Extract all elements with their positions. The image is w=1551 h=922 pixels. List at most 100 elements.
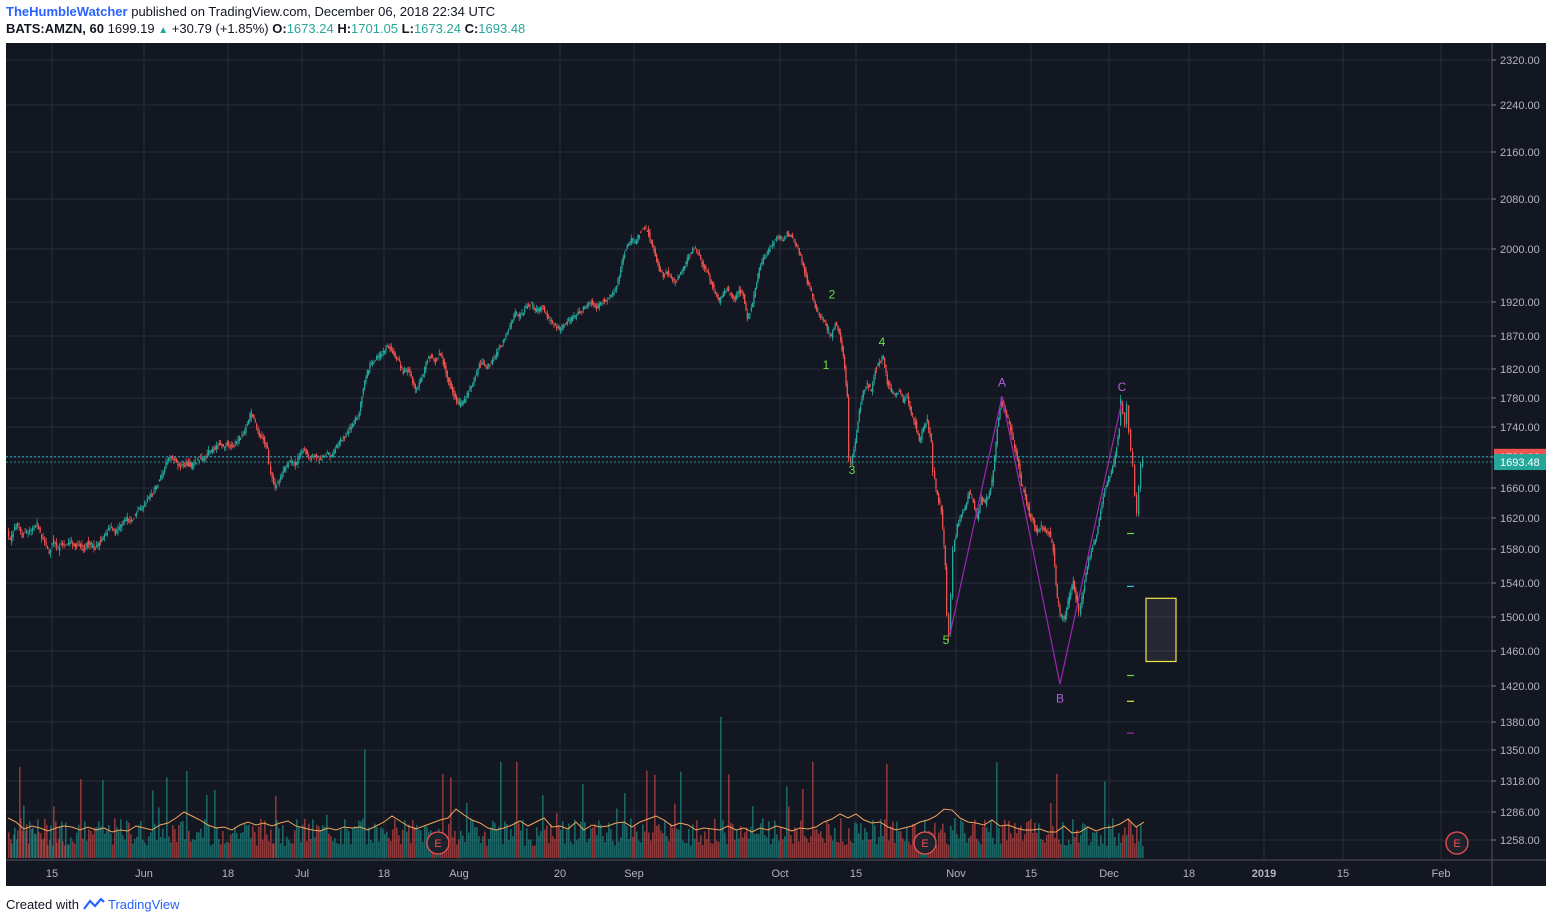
volume-bar: [474, 827, 476, 858]
candle-body: [1060, 613, 1062, 616]
candle-body: [821, 317, 823, 319]
candle-body: [1030, 514, 1032, 517]
volume-bar: [658, 824, 660, 858]
volume-bar: [590, 828, 592, 858]
candle-body: [616, 285, 618, 290]
volume-bar: [322, 824, 324, 858]
volume-ma-line: [7, 808, 1145, 834]
volume-bar: [700, 835, 702, 858]
candle-body: [536, 308, 538, 312]
volume-bar: [282, 825, 284, 858]
volume-bar: [312, 819, 314, 858]
candle-body: [1024, 490, 1026, 496]
candle-body: [1022, 485, 1024, 487]
volume-bar: [844, 844, 846, 858]
candle-body: [925, 422, 927, 427]
candle-body: [152, 494, 154, 496]
candle-body: [460, 402, 462, 407]
candle-body: [676, 281, 678, 283]
candle-body: [104, 534, 106, 538]
volume-bar: [648, 832, 650, 858]
volume-bar: [962, 821, 964, 858]
candle-body: [885, 364, 887, 372]
volume-bar: [270, 829, 272, 858]
candle-body: [720, 297, 722, 303]
volume-bar: [240, 833, 242, 858]
tradingview-link[interactable]: TradingView: [108, 897, 180, 912]
candle-body: [374, 360, 376, 362]
volume-bar: [702, 844, 704, 858]
volume-bar: [106, 830, 108, 858]
volume-bar: [258, 826, 260, 858]
candle-body: [786, 231, 788, 236]
volume-bar: [104, 833, 106, 858]
volume-bar: [110, 833, 112, 858]
volume-bar: [868, 839, 870, 858]
candle-body: [216, 445, 218, 449]
volume-bar: [286, 836, 288, 858]
volume-bar: [618, 841, 620, 858]
volume-bar: [940, 829, 942, 858]
candle-body: [728, 287, 730, 292]
candle-body: [177, 462, 179, 466]
volume-bar: [68, 844, 70, 858]
volume-bar: [154, 823, 156, 858]
candle-body: [416, 388, 418, 390]
candle-body: [453, 390, 455, 397]
candle-body: [978, 511, 980, 520]
volume-bar: [764, 835, 766, 858]
candle-body: [858, 410, 860, 421]
candle-body: [237, 439, 239, 443]
wave-label-4: 4: [879, 335, 886, 349]
candle-body: [128, 518, 130, 520]
volume-bar: [1020, 825, 1022, 858]
volume-bar: [968, 837, 970, 858]
candle-body: [629, 241, 631, 246]
volume-bar: [1100, 834, 1102, 858]
candle-body: [174, 459, 176, 461]
candle-body: [845, 367, 847, 385]
candle-body: [921, 431, 923, 440]
candle-body: [39, 527, 41, 533]
author-link[interactable]: TheHumbleWatcher: [6, 4, 128, 19]
candle-body: [384, 350, 386, 354]
volume-bar: [1122, 835, 1124, 858]
candle-body: [1089, 556, 1091, 561]
candle-body: [1055, 565, 1057, 585]
volume-bar: [476, 826, 478, 858]
candle-body: [936, 489, 938, 495]
volume-bar: [606, 832, 608, 858]
volume-bar: [328, 833, 330, 858]
volume-bar: [296, 819, 298, 858]
volume-bar: [584, 822, 586, 858]
candle-body: [425, 363, 427, 370]
price-axis-label: 1820.00: [1500, 364, 1540, 376]
volume-bar: [268, 841, 270, 858]
volume-bar: [790, 835, 792, 858]
candle-body: [510, 321, 512, 328]
candle-body: [66, 543, 68, 545]
candle-body: [72, 543, 74, 545]
price-chart[interactable]: 1 2 3 4 5 A B C E E E 2320.00 2240.00 2160.00 2080.00 2…: [6, 43, 1546, 886]
candle-body: [349, 426, 351, 430]
candle-body: [984, 499, 986, 503]
volume-bar: [292, 843, 294, 858]
candle-body: [1066, 607, 1068, 616]
volume-bar: [572, 844, 574, 858]
candle-body: [373, 362, 375, 364]
volume-bar: [408, 824, 410, 858]
candle-body: [577, 311, 579, 316]
candle-body: [496, 351, 498, 358]
chart-area[interactable]: 1 2 3 4 5 A B C E E E 2320.00 2240.00 2160.00 2080.00 2…: [6, 43, 1546, 886]
candle-body: [601, 303, 603, 305]
candle-body: [94, 548, 96, 550]
candle-body: [737, 292, 739, 296]
candle-body: [836, 321, 838, 326]
volume-bar: [612, 840, 614, 858]
candle-body: [906, 397, 908, 399]
time-axis-label: 15: [1025, 868, 1037, 880]
volume-bar: [334, 838, 336, 858]
volume-bar: [828, 824, 830, 858]
candle-body: [900, 389, 902, 393]
volume-bar: [78, 824, 80, 858]
